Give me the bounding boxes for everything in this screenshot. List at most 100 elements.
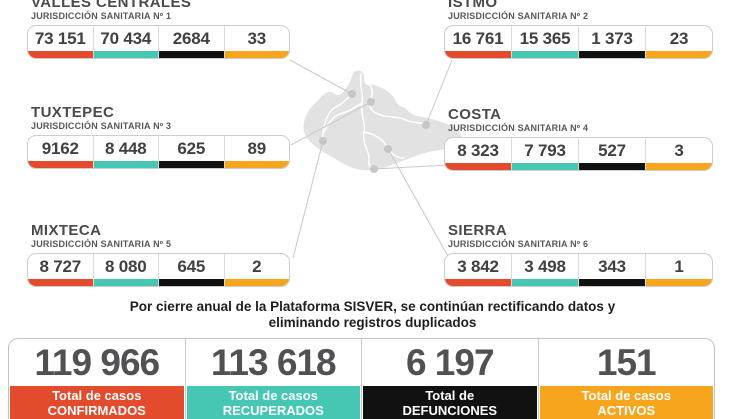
map-markers [319, 90, 430, 173]
stat-cell-active: 33 [223, 26, 289, 58]
jurisdiction-subtitle: JURISDICCIÓN SANITARIA Nº 6 [448, 239, 589, 249]
jurisdiction-subtitle: JURISDICCIÓN SANITARIA Nº 5 [31, 239, 172, 249]
stat-value: 2 [252, 256, 262, 276]
note-line-2: eliminando registros duplicados [268, 315, 477, 330]
stat-color-strip [159, 279, 224, 286]
total-label-band: Total de casos ACTIVOS [539, 386, 713, 419]
stat-value: 89 [247, 138, 266, 158]
total-label-line1: Total de [425, 388, 475, 403]
stat-color-strip [579, 163, 645, 170]
stat-value: 3 498 [524, 256, 566, 276]
stat-color-strip [159, 51, 224, 58]
stat-color-strip [512, 279, 578, 286]
stat-value: 9162 [41, 138, 79, 158]
stat-color-strip [445, 51, 511, 58]
jurisdiction-subtitle: JURISDICCIÓN SANITARIA Nº 1 [31, 11, 172, 21]
stat-color-strip [512, 51, 578, 58]
stat-cell-active: 2 [223, 254, 289, 286]
stat-color-strip [579, 279, 645, 286]
stat-cell-recovered: 8 080 [92, 254, 158, 286]
stat-value: 8 448 [104, 138, 147, 158]
stat-cell-confirmed: 73 151 [28, 26, 93, 58]
jurisdiction-card: SIERRA JURISDICCIÓN SANITARIA Nº 6 3 842… [444, 223, 713, 287]
jurisdiction-title: SIERRA [448, 222, 508, 239]
stat-cell-recovered: 15 365 [511, 26, 578, 58]
stat-value: 3 [674, 140, 684, 160]
stat-color-strip [93, 51, 158, 58]
stat-cell-active: 3 [645, 138, 712, 170]
total-label-band: Total de casos CONFIRMADOS [10, 386, 184, 419]
map-marker-dot [384, 145, 392, 153]
stats-box: 16 761 15 365 1 373 23 [444, 25, 713, 59]
total-label-line2: DEFUNCIONES [402, 403, 498, 418]
jurisdiction-title: VALLES CENTRALES [31, 0, 192, 11]
connector-lines [289, 59, 453, 259]
stat-color-strip [93, 161, 158, 168]
stat-value: 625 [177, 138, 206, 158]
stat-value: 7 793 [524, 140, 566, 160]
stat-color-strip [646, 163, 712, 170]
stat-value: 70 434 [100, 28, 152, 48]
stat-color-strip [512, 163, 578, 170]
stat-value: 8 727 [39, 256, 82, 276]
stat-cell-recovered: 3 498 [511, 254, 578, 286]
total-card: 151 Total de casos ACTIVOS [537, 339, 715, 419]
stat-value: 23 [669, 28, 689, 48]
state-map-silhouette [303, 70, 463, 171]
stats-box: 9162 8 448 625 89 [27, 135, 290, 169]
stat-cell-confirmed: 3 842 [445, 254, 511, 286]
stat-value: 33 [247, 28, 266, 48]
stat-color-strip [28, 161, 93, 168]
stat-color-strip [445, 163, 511, 170]
stat-cell-confirmed: 16 761 [445, 26, 511, 58]
stat-cell-deaths: 2684 [158, 26, 224, 58]
stat-color-strip [224, 279, 289, 286]
jurisdiction-card: COSTA JURISDICCIÓN SANITARIA Nº 4 8 323 … [444, 107, 713, 171]
stats-box: 8 323 7 793 527 3 [444, 137, 713, 171]
jurisdiction-title: TUXTEPEC [31, 104, 115, 121]
total-label-line1: Total de casos [228, 388, 318, 403]
stat-value: 527 [598, 140, 626, 160]
total-label-line1: Total de casos [52, 388, 142, 403]
stat-cell-confirmed: 8 727 [28, 254, 93, 286]
connector-line [373, 164, 449, 170]
stat-value: 15 365 [519, 28, 571, 48]
total-value: 6 197 [405, 341, 495, 383]
map-marker-dot [370, 165, 378, 173]
stats-box: 73 151 70 434 2684 33 [27, 25, 290, 59]
stat-cell-active: 1 [645, 254, 712, 286]
stat-color-strip [646, 279, 712, 286]
connector-line [425, 59, 453, 126]
stats-box: 8 727 8 080 645 2 [27, 253, 290, 287]
jurisdiction-card: MIXTECA JURISDICCIÓN SANITARIA Nº 5 8 72… [27, 223, 290, 287]
stat-cell-recovered: 7 793 [511, 138, 578, 170]
total-label-line2: RECUPERADOS [222, 403, 324, 418]
stat-value: 1 373 [591, 28, 633, 48]
total-card: 6 197 Total de DEFUNCIONES [361, 339, 538, 419]
stat-value: 2684 [172, 28, 210, 48]
total-card: 119 966 Total de casos CONFIRMADOS [9, 339, 185, 419]
stat-color-strip [28, 51, 93, 58]
stat-color-strip [579, 51, 645, 58]
stat-color-strip [28, 279, 93, 286]
stat-value: 343 [598, 256, 626, 276]
connector-line [290, 101, 372, 146]
stat-value: 3 842 [457, 256, 499, 276]
stat-value: 16 761 [452, 28, 504, 48]
stat-cell-confirmed: 8 323 [445, 138, 511, 170]
stat-cell-confirmed: 9162 [28, 136, 93, 168]
stat-cell-active: 23 [645, 26, 712, 58]
stat-color-strip [646, 51, 712, 58]
stat-cell-active: 89 [223, 136, 289, 168]
jurisdiction-card: VALLES CENTRALES JURISDICCIÓN SANITARIA … [27, 0, 290, 59]
jurisdiction-subtitle: JURISDICCIÓN SANITARIA Nº 2 [448, 11, 589, 21]
jurisdiction-title: MIXTECA [31, 222, 102, 239]
stat-value: 1 [674, 256, 684, 276]
jurisdiction-card: TUXTEPEC JURISDICCIÓN SANITARIA Nº 3 916… [27, 105, 290, 169]
stat-cell-deaths: 625 [158, 136, 224, 168]
stat-color-strip [445, 279, 511, 286]
jurisdiction-title: COSTA [448, 106, 502, 123]
stat-cell-deaths: 1 373 [578, 26, 645, 58]
